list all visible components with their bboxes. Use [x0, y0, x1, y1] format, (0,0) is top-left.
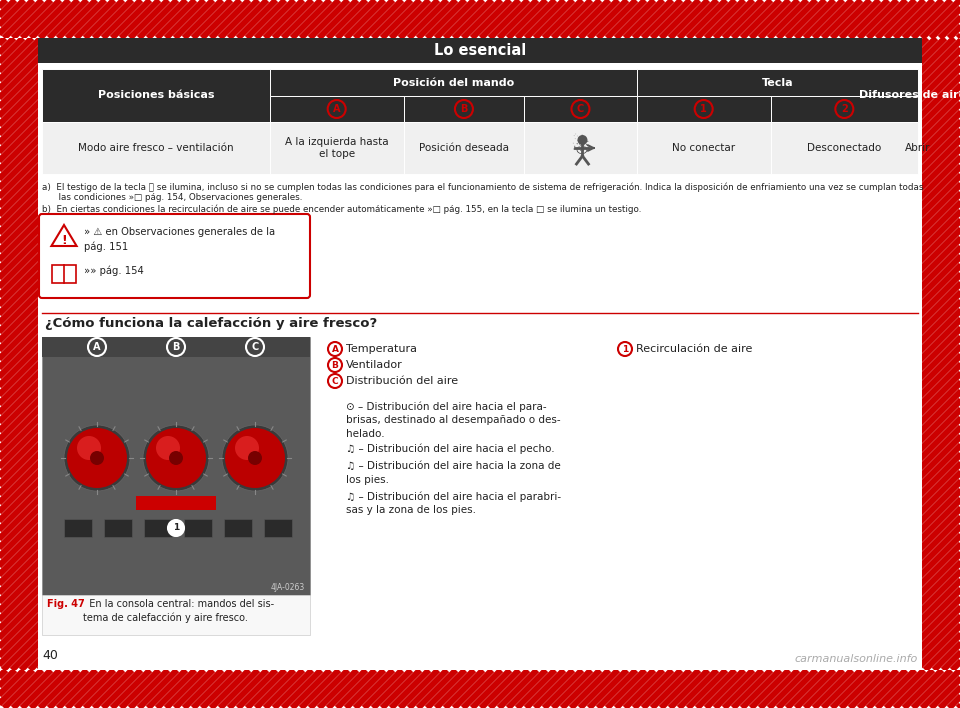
- Bar: [403, 96, 524, 122]
- Text: C: C: [332, 377, 338, 385]
- Text: 4JA-0263: 4JA-0263: [271, 583, 305, 592]
- Bar: [270, 122, 403, 174]
- Text: b)  En ciertas condiciones la recirculación de aire se puede encender automática: b) En ciertas condiciones la recirculaci…: [42, 204, 641, 214]
- Text: Posiciones básicas: Posiciones básicas: [98, 91, 214, 101]
- Text: !: !: [61, 234, 67, 246]
- Text: 1: 1: [622, 345, 628, 353]
- Bar: [0, 670, 960, 708]
- Text: C: C: [577, 104, 584, 114]
- Circle shape: [90, 451, 104, 465]
- Circle shape: [578, 135, 588, 145]
- Bar: [42, 337, 310, 595]
- Text: Temperatura: Temperatura: [346, 344, 417, 354]
- Circle shape: [64, 425, 130, 491]
- Circle shape: [222, 425, 288, 491]
- Text: ♫ – Distribución del aire hacia la zona de
los pies.: ♫ – Distribución del aire hacia la zona …: [346, 461, 561, 484]
- Bar: [270, 96, 403, 122]
- Text: C: C: [252, 342, 258, 352]
- Circle shape: [143, 425, 209, 491]
- Text: ♫ – Distribución del aire hacia el parabri-
sas y la zona de los pies.: ♫ – Distribución del aire hacia el parab…: [346, 491, 562, 515]
- Text: A la izquierda hasta
el tope: A la izquierda hasta el tope: [285, 137, 389, 159]
- Text: Fig. 47: Fig. 47: [47, 599, 84, 609]
- Bar: [42, 69, 270, 122]
- Text: Recirculación de aire: Recirculación de aire: [636, 344, 753, 354]
- Bar: [136, 496, 216, 510]
- Text: »» pág. 154: »» pág. 154: [84, 266, 144, 276]
- Bar: [922, 38, 960, 670]
- Bar: [38, 38, 922, 63]
- Bar: [0, 0, 960, 38]
- Text: carmanualsonline.info: carmanualsonline.info: [795, 654, 918, 664]
- Text: 40: 40: [42, 649, 58, 662]
- Circle shape: [156, 436, 180, 460]
- Text: a)  El testigo de la tecla ⓹ se ilumina, incluso si no se cumplen todas las cond: a) El testigo de la tecla ⓹ se ilumina, …: [42, 182, 924, 191]
- Text: Abrir: Abrir: [905, 143, 931, 153]
- Text: Posición del mando: Posición del mando: [393, 77, 514, 88]
- Text: » ⚠ en Observaciones generales de la
pág. 151: » ⚠ en Observaciones generales de la pág…: [84, 227, 276, 252]
- Circle shape: [67, 428, 127, 488]
- Circle shape: [235, 436, 259, 460]
- Text: B: B: [172, 342, 180, 352]
- Text: las condiciones »□ pág. 154, Observaciones generales.: las condiciones »□ pág. 154, Observacion…: [42, 193, 302, 202]
- Text: ¿Cómo funciona la calefacción y aire fresco?: ¿Cómo funciona la calefacción y aire fre…: [45, 317, 377, 330]
- Bar: [524, 122, 636, 174]
- Circle shape: [225, 428, 285, 488]
- Bar: [144, 519, 172, 537]
- Text: Tecla: Tecla: [761, 77, 793, 88]
- Bar: [264, 519, 292, 537]
- Text: A: A: [333, 104, 341, 114]
- Bar: [636, 122, 771, 174]
- Text: A: A: [93, 342, 101, 352]
- Bar: [104, 519, 132, 537]
- Text: Lo esencial: Lo esencial: [434, 43, 526, 58]
- Text: Posición deseada: Posición deseada: [419, 143, 509, 153]
- Bar: [38, 38, 922, 670]
- Text: Difusores de aire 4: Difusores de aire 4: [858, 91, 960, 101]
- FancyBboxPatch shape: [39, 214, 310, 298]
- Circle shape: [77, 436, 101, 460]
- Text: Desconectado: Desconectado: [807, 143, 881, 153]
- Bar: [224, 519, 252, 537]
- Bar: [184, 519, 212, 537]
- Text: ♫ – Distribución del aire hacia el pecho.: ♫ – Distribución del aire hacia el pecho…: [346, 444, 555, 455]
- Bar: [403, 122, 524, 174]
- Bar: [524, 96, 636, 122]
- Text: B: B: [331, 360, 339, 370]
- Bar: [52, 265, 76, 283]
- Text: 1: 1: [700, 104, 708, 114]
- Text: A: A: [331, 345, 339, 353]
- Text: Modo aire fresco – ventilación: Modo aire fresco – ventilación: [78, 143, 233, 153]
- Bar: [636, 69, 918, 96]
- Bar: [771, 96, 918, 122]
- Bar: [42, 595, 310, 635]
- Bar: [42, 337, 310, 357]
- Circle shape: [146, 428, 206, 488]
- Text: ☃: ☃: [570, 138, 590, 159]
- Text: ⊙ – Distribución del aire hacia el para-
brisas, destinado al desempañado o des-: ⊙ – Distribución del aire hacia el para-…: [346, 401, 561, 439]
- Circle shape: [168, 520, 184, 536]
- Bar: [42, 122, 270, 174]
- Text: B: B: [460, 104, 468, 114]
- Bar: [0, 38, 38, 670]
- Bar: [270, 69, 636, 96]
- Text: Distribución del aire: Distribución del aire: [346, 376, 458, 386]
- Text: En la consola central: mandos del sis-
tema de calefacción y aire fresco.: En la consola central: mandos del sis- t…: [83, 599, 275, 623]
- Circle shape: [169, 451, 183, 465]
- Text: No conectar: No conectar: [672, 143, 735, 153]
- Text: 1: 1: [173, 523, 180, 532]
- Polygon shape: [52, 225, 77, 246]
- Bar: [64, 519, 92, 537]
- Circle shape: [248, 451, 262, 465]
- Bar: [771, 122, 918, 174]
- Text: Ventilador: Ventilador: [346, 360, 403, 370]
- Bar: [636, 96, 771, 122]
- Text: 2: 2: [841, 104, 848, 114]
